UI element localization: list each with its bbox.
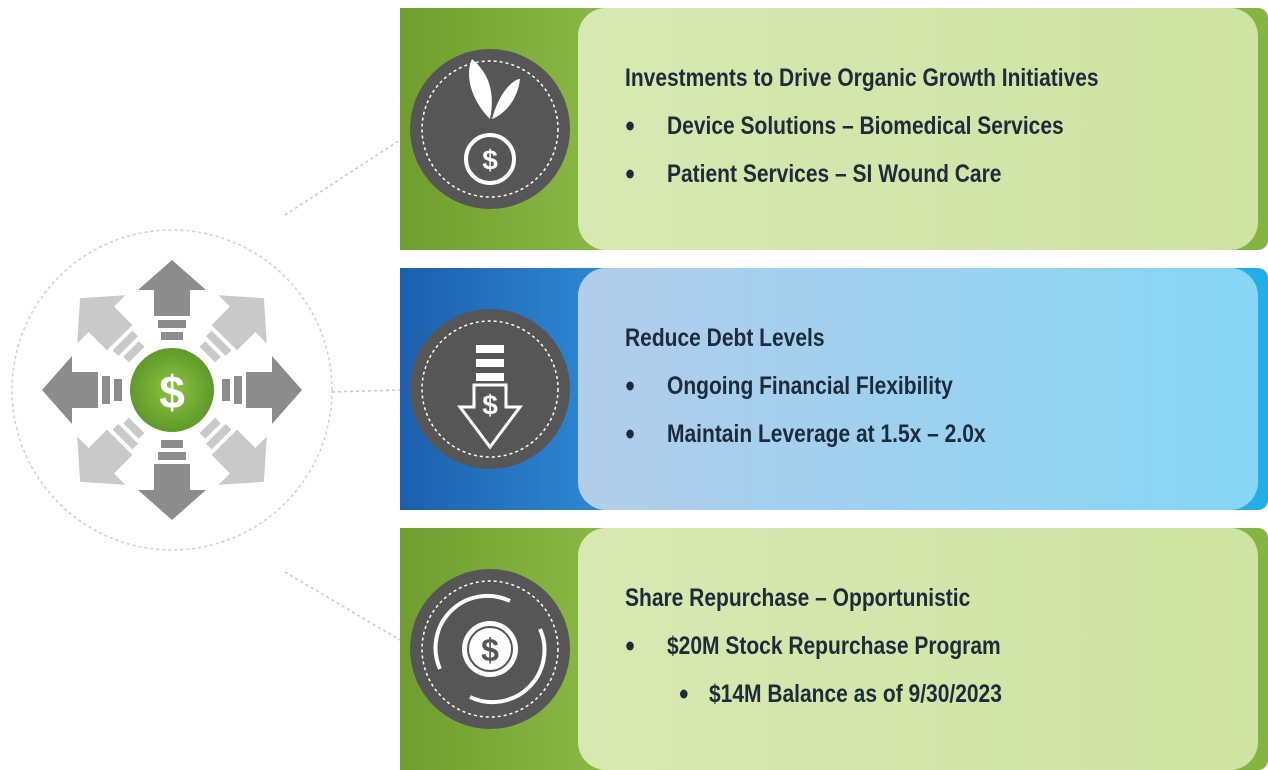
- arrow: [77, 295, 145, 363]
- arrow: [42, 356, 122, 424]
- coin: [464, 133, 516, 185]
- bullet-text: Maintain Leverage at 1.5x – 2.0x: [667, 419, 986, 447]
- panel-heading: Reduce Debt Levels: [625, 323, 825, 351]
- arrow-bar: [205, 330, 232, 357]
- arrow-bar: [102, 376, 110, 404]
- icon-symbol: $: [482, 390, 498, 421]
- coin-inner: [467, 626, 513, 672]
- panel-text: Share Repurchase – Opportunistic $20M Sto…: [625, 583, 1002, 707]
- arrow-head: [77, 295, 133, 351]
- arrow-head: [211, 295, 267, 351]
- arrow-bar: [123, 341, 145, 363]
- icon-symbol: $: [482, 145, 498, 176]
- arrow-head: [246, 356, 302, 424]
- bullet-dot: [626, 381, 634, 391]
- icon-ring: [421, 580, 559, 718]
- arrow-bar: [161, 332, 183, 340]
- arrow: [199, 417, 267, 485]
- bullet-dot: [626, 169, 634, 179]
- arrows: [42, 260, 302, 520]
- leaf: [492, 79, 520, 119]
- panel-body: [578, 268, 1258, 510]
- panel-heading: Share Repurchase – Opportunistic: [625, 583, 970, 611]
- debt-bar: [476, 345, 504, 353]
- bullet-dot: [626, 121, 634, 131]
- arrow-bar: [234, 376, 242, 404]
- cycle-arc: [469, 628, 547, 705]
- bullet-text: Patient Services – SI Wound Care: [667, 159, 1002, 187]
- leaf: [469, 59, 492, 119]
- arrow-bar: [161, 440, 183, 448]
- connectors: [284, 139, 401, 641]
- sub-bullet-text: $14M Balance as of 9/30/2023: [709, 679, 1002, 707]
- panel: $ Share Repurchase – Opportunistic $20M St…: [400, 528, 1268, 770]
- arrow: [138, 260, 206, 340]
- center-coin: [130, 348, 214, 432]
- panels: $ Investments to Drive Organic Growth Ini…: [400, 8, 1268, 770]
- cycle-arc: [433, 593, 511, 670]
- bullet-dot: [680, 689, 688, 699]
- panel-heading: Investments to Drive Organic Growth Init…: [625, 63, 1099, 91]
- bullet-dot: [626, 429, 634, 439]
- down-arrow: [457, 383, 523, 450]
- panel: $ Investments to Drive Organic Growth Ini…: [400, 8, 1268, 250]
- icon-ring: [421, 320, 559, 458]
- arrow-head: [77, 429, 133, 485]
- arrow-bar: [199, 417, 221, 439]
- panel-text: Reduce Debt Levels Ongoing Financial Flex…: [625, 323, 986, 447]
- arrow-bar: [158, 452, 186, 460]
- arrow: [77, 417, 145, 485]
- arrow-bar: [205, 423, 232, 450]
- arrow-head: [42, 356, 98, 424]
- arrow: [199, 295, 267, 363]
- panel-body: [578, 528, 1258, 770]
- arrow-head: [211, 429, 267, 485]
- debt-bar: [476, 373, 504, 381]
- panel-body: [578, 8, 1258, 250]
- arrow-head: [138, 464, 206, 520]
- arrow: [138, 440, 206, 520]
- bullet-text: Device Solutions – Biomedical Services: [667, 111, 1064, 139]
- arrow-bar: [112, 330, 139, 357]
- arrow-bar: [123, 417, 145, 439]
- arrow: [222, 356, 302, 424]
- bullet-dot: [626, 641, 634, 651]
- center-symbol: $: [159, 366, 185, 418]
- debt-bar: [476, 359, 504, 367]
- arrow-bar: [158, 320, 186, 328]
- arrow-bar: [199, 341, 221, 363]
- icon-disc: [410, 49, 570, 209]
- icon-ring: [421, 60, 559, 198]
- arrow-head: [138, 260, 206, 316]
- coin: [462, 621, 518, 677]
- bullet-text: Ongoing Financial Flexibility: [667, 371, 953, 399]
- arrow-bar: [222, 379, 230, 401]
- bullet-text: $20M Stock Repurchase Program: [667, 631, 1001, 659]
- panel-text: Investments to Drive Organic Growth Init…: [625, 63, 1099, 187]
- arrow-bar: [112, 423, 139, 450]
- panel: $ Reduce Debt Levels Ongoing Financial Fle…: [400, 268, 1268, 510]
- icon-disc: [410, 309, 570, 469]
- arrow-bar: [114, 379, 122, 401]
- icon-symbol: $: [481, 632, 499, 668]
